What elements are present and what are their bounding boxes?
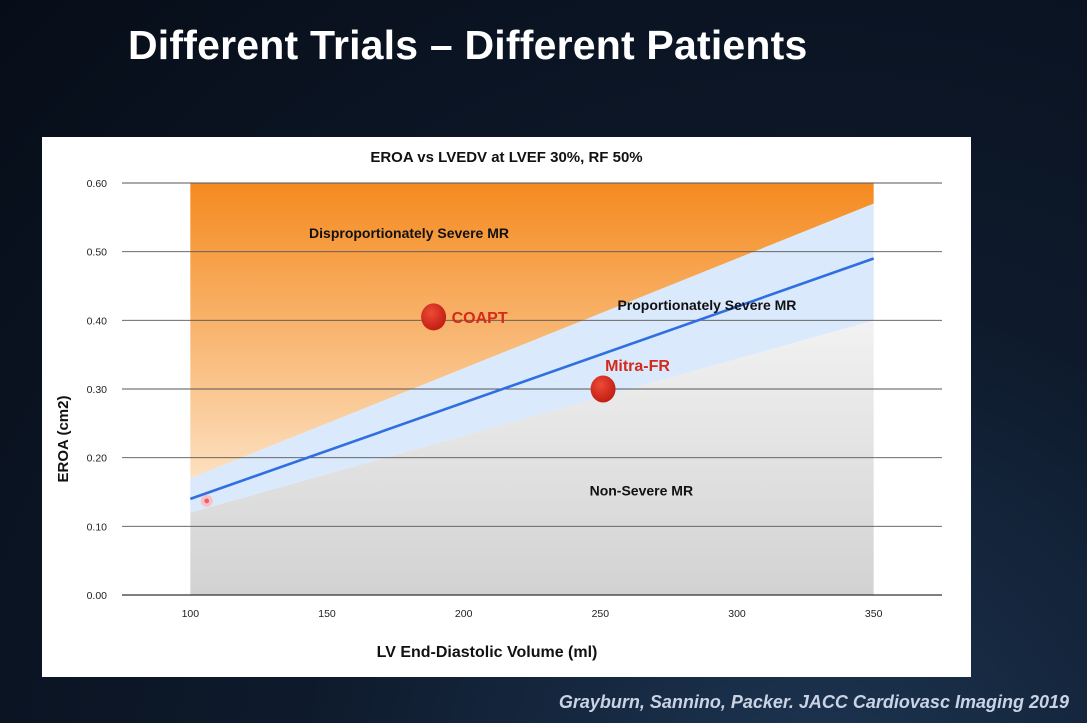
labels-layer: Disproportionately Severe MR Proportionat… — [309, 225, 796, 498]
slide-title: Different Trials – Different Patients — [128, 22, 808, 68]
y-tick-label: 0.30 — [87, 384, 108, 396]
y-tick-label: 0.50 — [87, 247, 108, 259]
ticks-layer: 0.00 0.10 0.20 0.30 0.40 0.50 0.60 100 150 200 250… — [87, 178, 883, 620]
region-label: Disproportionately Severe MR — [309, 225, 509, 241]
x-tick-label: 100 — [182, 608, 200, 620]
line-layer — [189, 257, 875, 501]
point-label: COAPT — [452, 310, 508, 327]
point-small — [204, 498, 210, 504]
x-tick-label: 300 — [728, 608, 746, 620]
x-tick-label: 350 — [865, 608, 883, 620]
x-tick-label: 200 — [455, 608, 473, 620]
y-axis-label: EROA (cm2) — [55, 396, 72, 483]
y-tick-label: 0.10 — [87, 521, 108, 533]
region-proportionately-severe-band — [190, 203, 874, 513]
region-label: Non-Severe MR — [590, 482, 693, 498]
chart-title: EROA vs LVEDV at LVEF 30%, RF 50% — [370, 149, 643, 166]
point-label: Mitra-FR — [605, 358, 670, 375]
eroa-lvedv-chart: Disproportionately Severe MR Proportionat… — [55, 178, 942, 661]
chart-panel: EROA vs LVEDV at LVEF 30%, RF 50% Dispro… — [42, 137, 971, 677]
y-tick-label: 0.40 — [87, 315, 108, 327]
point-coapt — [421, 303, 447, 331]
region-label: Proportionately Severe MR — [617, 297, 796, 313]
x-tick-label: 150 — [318, 608, 336, 620]
citation: Grayburn, Sannino, Packer. JACC Cardiova… — [558, 692, 1069, 712]
grid-layer — [122, 182, 942, 596]
y-tick-label: 0.60 — [87, 178, 108, 190]
x-axis-label: LV End-Diastolic Volume (ml) — [377, 644, 598, 661]
regression-line — [189, 257, 875, 501]
point-mitra-fr — [590, 375, 616, 403]
points-layer — [200, 303, 616, 507]
x-tick-label: 250 — [592, 608, 610, 620]
region-disproportionately-severe — [190, 183, 874, 479]
y-tick-label: 0.20 — [87, 453, 108, 465]
y-tick-label: 0.00 — [87, 590, 108, 602]
